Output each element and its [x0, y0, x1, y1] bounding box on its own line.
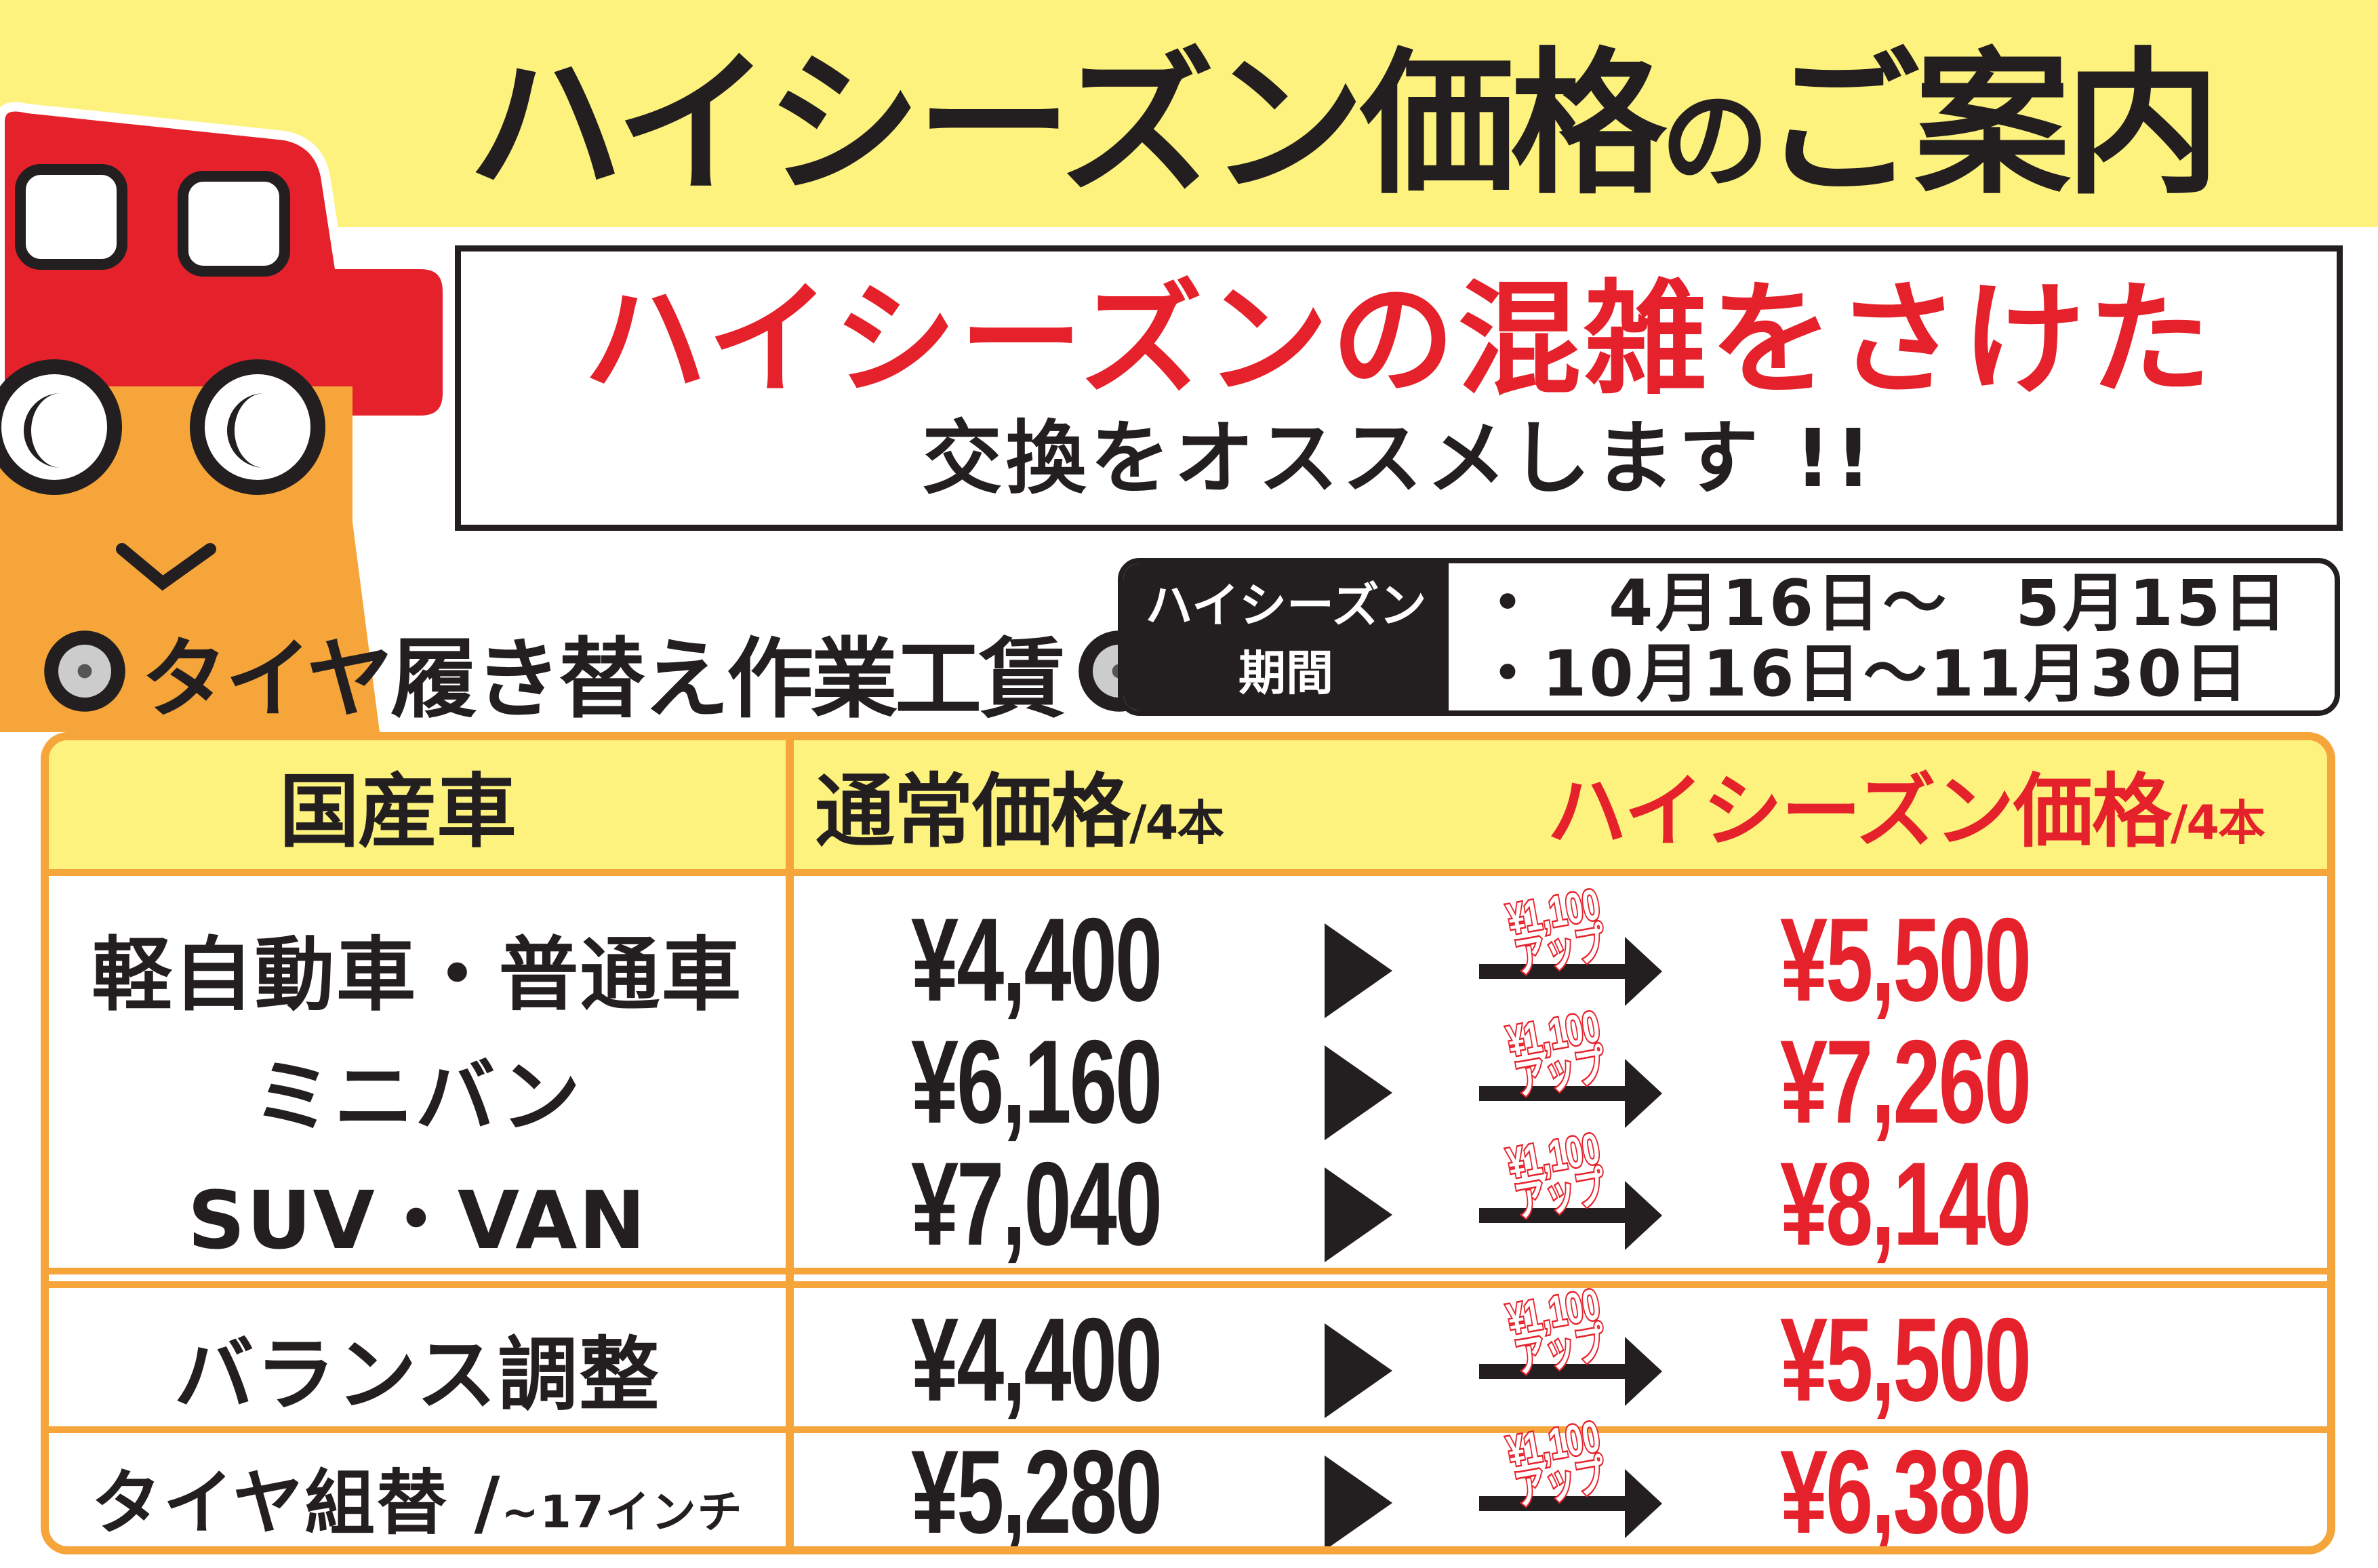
increase-badge: ¥1,100 アップ [1502, 1122, 1611, 1228]
arrow-right-icon [1479, 1337, 1662, 1406]
table-row: ¥6,160 ¥1,100 アップ ¥7,260 [49, 1000, 2327, 1148]
normal-price: ¥7,040 [911, 1138, 1163, 1270]
divider [49, 1281, 2327, 1288]
car-mascot-illustration [0, 102, 452, 732]
bubble-headline: ハイシーズンの混雑をさけた [583, 268, 2215, 411]
high-price: ¥5,500 [1780, 1294, 2032, 1426]
period-dates: ・ 4月16日〜 5月15日 ・10月16日〜11月30日 [1476, 567, 2290, 711]
high-price: ¥5,500 [1780, 894, 2032, 1026]
arrow-right-icon [1479, 937, 1662, 1006]
normal-price: ¥4,400 [911, 1294, 1163, 1426]
high-price: ¥8,140 [1780, 1138, 2032, 1270]
increase-badge: ¥1,100 アップ [1502, 1000, 1611, 1106]
column-divider [786, 740, 794, 1546]
arrow-right-icon [1479, 1181, 1662, 1250]
tire-icon [44, 630, 125, 712]
category-suv: SUV・VAN [187, 1173, 647, 1267]
triangle-icon [1325, 1167, 1392, 1262]
speech-bubble: ハイシーズンの混雑をさけた 交換をオススメします !! [455, 245, 2343, 531]
category-kei: 軽自動車・普通車 [92, 928, 743, 1022]
high-price: ¥7,260 [1780, 1016, 2032, 1148]
arrow-right-icon [1479, 1059, 1662, 1128]
table-row: ¥7,040 ¥1,100 アップ ¥8,140 [49, 1122, 2327, 1270]
triangle-icon [1325, 1455, 1392, 1546]
category-tire: タイヤ組替 /~17インチ [91, 1462, 744, 1544]
work-fee-label: タイヤ履き替え作業工賃 [41, 622, 1163, 730]
table-row: ¥5,280 ¥1,100 アップ ¥6,380 [49, 1410, 2327, 1554]
header-high: ハイシーズン価格/4本 [1547, 765, 2265, 858]
increase-badge: ¥1,100 アップ [1502, 878, 1611, 984]
page-title: ハイシーズン価格のご案内 [468, 35, 2221, 216]
category-minivan: ミニバン [252, 1050, 582, 1144]
table-row: ¥4,400 ¥1,100 アップ ¥5,500 [49, 1278, 2327, 1426]
high-price: ¥6,380 [1780, 1426, 2032, 1554]
triangle-icon [1325, 1323, 1392, 1418]
arrow-right-icon [1479, 1469, 1662, 1538]
period-label: ハイシーズン 期間 [1123, 563, 1449, 710]
bubble-subline: 交換をオススメします !! [922, 411, 1876, 505]
header-category: 国産車 [279, 765, 517, 858]
normal-price: ¥4,400 [911, 894, 1163, 1026]
table-row: ¥4,400 ¥1,100 アップ ¥5,500 [49, 878, 2327, 1026]
triangle-icon [1325, 923, 1392, 1018]
category-balance: バランス調整 [174, 1328, 661, 1422]
high-season-period: ハイシーズン 期間 ・ 4月16日〜 5月15日 ・10月16日〜11月30日 [1118, 558, 2340, 716]
divider [49, 1426, 2327, 1433]
table-header [49, 740, 2327, 876]
normal-price: ¥5,280 [911, 1426, 1163, 1554]
work-fee-text: タイヤ履き替え作業工賃 [141, 628, 1066, 730]
triangle-icon [1325, 1045, 1392, 1140]
increase-badge: ¥1,100 アップ [1502, 1278, 1611, 1384]
header-band [0, 0, 2378, 227]
normal-price: ¥6,160 [911, 1016, 1163, 1148]
divider [49, 1268, 2327, 1274]
header-normal: 通常価格/4本 [815, 765, 1224, 858]
increase-badge: ¥1,100 アップ [1502, 1410, 1611, 1516]
price-table: 国産車 通常価格/4本 ハイシーズン価格/4本 軽自動車・普通車 ミニバン SU… [41, 732, 2335, 1554]
